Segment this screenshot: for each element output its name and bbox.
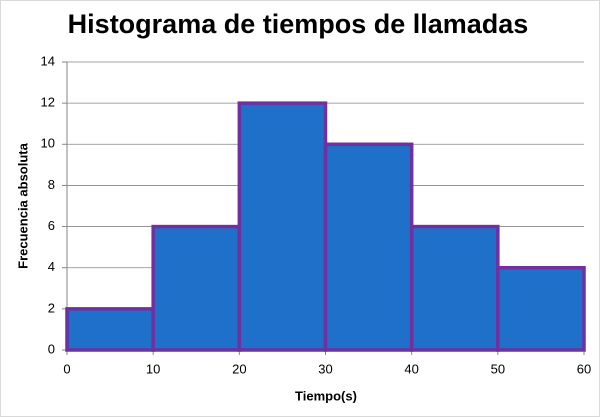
bar <box>323 142 414 352</box>
x-tick-label: 30 <box>318 361 332 376</box>
x-tick-label: 50 <box>491 361 505 376</box>
y-tick-label: 6 <box>48 218 55 233</box>
y-axis-label: Frecuencia absoluta <box>15 142 30 268</box>
bar <box>237 101 328 352</box>
bar <box>151 224 242 352</box>
y-tick-label: 8 <box>48 177 55 192</box>
x-tick-label: 0 <box>63 361 70 376</box>
x-tick-label: 10 <box>146 361 160 376</box>
x-axis-label: Tiempo(s) <box>295 388 357 403</box>
x-tick-label: 20 <box>232 361 246 376</box>
y-tick-label: 14 <box>41 53 55 68</box>
x-tick-label: 60 <box>577 361 591 376</box>
bar <box>409 224 500 352</box>
y-tick-label: 12 <box>41 95 55 110</box>
y-tick-label: 0 <box>48 341 55 356</box>
y-tick-label: 4 <box>48 259 55 274</box>
x-tick-label: 40 <box>404 361 418 376</box>
chart-title: Histograma de tiempos de llamadas <box>68 9 529 39</box>
bar <box>65 307 155 352</box>
bar <box>496 265 586 352</box>
y-tick-label: 2 <box>48 300 55 315</box>
y-tick-label: 10 <box>41 136 55 151</box>
